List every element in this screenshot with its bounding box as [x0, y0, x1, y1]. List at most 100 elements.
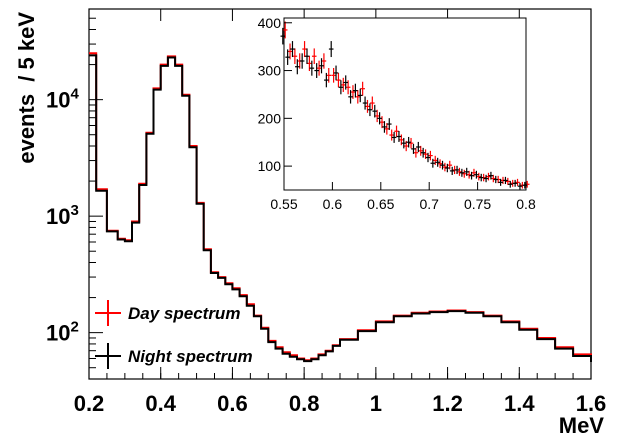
- inset-point-night: [503, 176, 508, 185]
- inset-point-day: [389, 129, 394, 141]
- inset-point-night: [280, 27, 286, 45]
- legend-day-marker: [95, 300, 121, 326]
- inset-point-day: [360, 81, 365, 96]
- inset-point-day: [365, 99, 370, 113]
- inset-y-tick-label: 100: [258, 158, 282, 174]
- inset-point-night: [517, 182, 523, 190]
- inset-x-ticks: 0.55 0.6 0.65 0.7 0.75 0.8: [270, 182, 536, 212]
- inset-point-night: [406, 136, 411, 148]
- inset-y-ticks: 100 200 300 400: [258, 15, 292, 174]
- inset-x-tick-label: 0.8: [516, 196, 536, 212]
- y-axis-label: events / 5 keV: [14, 12, 39, 164]
- inset-point-day: [345, 80, 351, 95]
- inset-point-night: [474, 170, 479, 179]
- inset-point-day: [384, 123, 390, 135]
- inset-point-day: [457, 167, 462, 176]
- inset-point-night: [488, 171, 494, 180]
- inset-point-day: [442, 162, 448, 172]
- inset-point-night: [459, 168, 465, 177]
- inset-point-night: [295, 59, 300, 75]
- inset-point-night: [304, 48, 310, 65]
- inset-point-day: [437, 159, 443, 169]
- inset-y-tick-label: 300: [258, 63, 282, 79]
- inset-point-night: [440, 160, 445, 170]
- inset-point-day: [282, 21, 288, 39]
- inset-point-day: [432, 155, 438, 165]
- inset-plot-panel: 0.55 0.6 0.65 0.7 0.75 0.8 100 200 300 400: [258, 15, 536, 212]
- inset-point-night: [348, 90, 353, 104]
- inset-point-day: [418, 145, 424, 156]
- inset-point-night: [324, 72, 329, 88]
- inset-point-day: [403, 140, 409, 152]
- inset-point-day: [331, 68, 336, 83]
- inset-point-night: [425, 152, 431, 163]
- inset-x-tick-label: 0.55: [270, 196, 297, 212]
- inset-point-day: [447, 160, 453, 170]
- inset-point-day: [476, 172, 482, 181]
- inset-point-day: [461, 169, 467, 178]
- inset-point-day: [355, 90, 361, 104]
- inset-point-night: [449, 166, 455, 175]
- inset-point-night: [343, 75, 349, 90]
- inset-point-night: [478, 173, 484, 182]
- inset-series-group: [280, 21, 530, 190]
- inset-point-day: [491, 174, 496, 183]
- inset-point-night: [445, 163, 450, 173]
- inset-point-day: [370, 96, 375, 110]
- main-x-tick-label: 0.8: [289, 391, 320, 416]
- inset-point-night: [333, 65, 339, 81]
- inset-point-day: [428, 150, 433, 161]
- inset-point-day: [379, 116, 385, 129]
- inset-point-day: [302, 41, 307, 58]
- inset-point-day: [350, 85, 356, 99]
- inset-point-night: [357, 88, 363, 103]
- main-x-tick-label: 1.6: [576, 391, 607, 416]
- inset-point-night: [319, 58, 324, 74]
- inset-point-day: [336, 72, 341, 88]
- inset-point-day: [307, 55, 312, 72]
- inset-point-night: [420, 147, 426, 158]
- inset-point-night: [290, 41, 295, 58]
- inset-point-day: [311, 48, 317, 65]
- main-plot-panel: 0.2 0.4 0.6 0.8 1 1.2 1.4 1.6 102 103 104: [46, 8, 607, 416]
- main-x-tick-label: 0.2: [74, 391, 105, 416]
- inset-point-night: [411, 143, 416, 154]
- inset-point-day: [321, 53, 327, 69]
- inset-point-day: [423, 149, 428, 159]
- inset-point-day: [326, 68, 332, 83]
- inset-point-day: [287, 43, 293, 60]
- inset-x-tick-label: 0.65: [367, 196, 394, 212]
- inset-point-night: [299, 53, 305, 69]
- main-x-ticks: 0.2 0.4 0.6 0.8 1 1.2 1.4 1.6: [74, 9, 607, 416]
- inset-point-day: [394, 125, 399, 137]
- inset-point-night: [391, 132, 397, 143]
- inset-point-day: [316, 60, 322, 76]
- inset-point-day: [413, 147, 419, 158]
- main-x-tick-label: 1.2: [432, 391, 463, 416]
- inset-x-tick-label: 0.6: [323, 196, 343, 212]
- main-y-ticks: 102 103 104: [46, 8, 103, 380]
- inset-point-night: [416, 141, 421, 153]
- inset-point-night: [314, 63, 319, 79]
- inset-point-night: [386, 118, 392, 130]
- inset-point-night: [512, 179, 518, 187]
- inset-point-day: [399, 134, 404, 146]
- legend-night-marker: [95, 343, 121, 369]
- inset-point-day: [515, 178, 520, 186]
- inset-point-night: [493, 175, 499, 184]
- main-x-tick-label: 1.4: [504, 391, 535, 416]
- inset-x-tick-label: 0.7: [419, 196, 439, 212]
- inset-point-night: [372, 104, 378, 118]
- inset-point-night: [328, 41, 334, 58]
- inset-point-day: [486, 172, 491, 181]
- legend: Day spectrum Night spectrum: [95, 300, 253, 369]
- inset-point-day: [408, 137, 414, 149]
- inset-y-tick-label: 200: [258, 110, 282, 126]
- inset-point-day: [374, 109, 380, 123]
- main-x-tick-label: 0.4: [145, 391, 176, 416]
- inset-point-night: [338, 80, 344, 95]
- inset-point-night: [285, 49, 290, 65]
- inset-point-night: [469, 171, 474, 180]
- main-series-group: [89, 52, 592, 363]
